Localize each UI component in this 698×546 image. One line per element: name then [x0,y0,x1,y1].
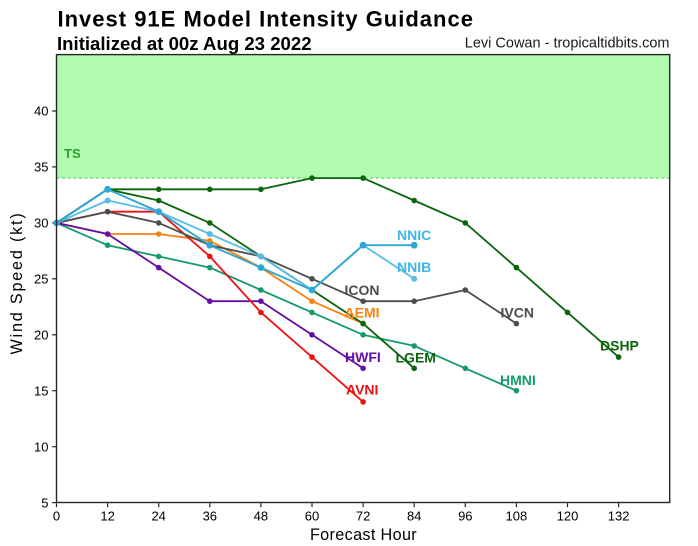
svg-text:15: 15 [34,383,48,398]
svg-text:Forecast Hour: Forecast Hour [310,526,417,544]
svg-text:84: 84 [407,509,421,524]
svg-text:HWFI: HWFI [345,349,381,365]
svg-text:NNIC: NNIC [397,227,431,243]
svg-text:LGEM: LGEM [396,349,436,365]
svg-text:10: 10 [34,439,48,454]
svg-text:60: 60 [305,509,319,524]
svg-text:40: 40 [34,104,48,119]
svg-text:0: 0 [53,509,60,524]
svg-text:48: 48 [254,509,268,524]
svg-text:20: 20 [34,328,48,343]
svg-text:ICON: ICON [345,282,380,298]
svg-text:132: 132 [608,509,630,524]
svg-text:Wind Speed (kt): Wind Speed (kt) [8,211,26,354]
svg-text:Initialized at 00z Aug 23 2022: Initialized at 00z Aug 23 2022 [57,33,312,54]
svg-text:96: 96 [458,509,472,524]
svg-text:25: 25 [34,272,48,287]
svg-text:24: 24 [151,509,165,524]
svg-text:AEMI: AEMI [345,305,380,321]
svg-text:AVNI: AVNI [346,382,378,398]
svg-text:TS: TS [64,146,81,161]
svg-text:NNIB: NNIB [397,259,431,275]
svg-text:120: 120 [557,509,579,524]
svg-text:Levi Cowan - tropicaltidbits.c: Levi Cowan - tropicaltidbits.com [465,36,670,52]
svg-text:DSHP: DSHP [600,338,639,354]
svg-text:72: 72 [356,509,370,524]
svg-text:IVCN: IVCN [501,304,534,320]
svg-text:36: 36 [203,509,217,524]
svg-text:30: 30 [34,216,48,231]
svg-text:5: 5 [41,495,48,510]
svg-text:HMNI: HMNI [500,372,536,388]
svg-text:35: 35 [34,160,48,175]
svg-text:Invest 91E Model Intensity Gui: Invest 91E Model Intensity Guidance [58,7,474,32]
svg-text:108: 108 [506,509,528,524]
svg-text:12: 12 [100,509,114,524]
